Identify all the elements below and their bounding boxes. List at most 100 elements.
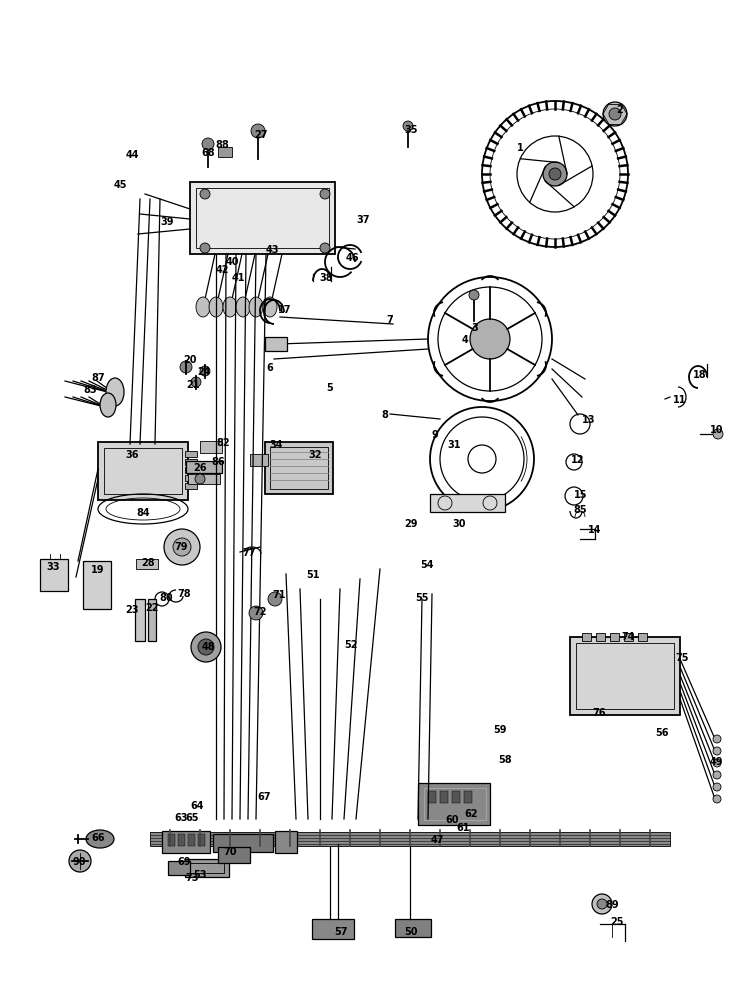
- Bar: [185, 483, 197, 489]
- Bar: [638, 633, 647, 641]
- Text: 5: 5: [326, 383, 333, 392]
- Bar: [135, 599, 145, 641]
- Bar: [430, 495, 505, 513]
- Text: 10: 10: [710, 425, 724, 435]
- Text: 73: 73: [185, 872, 199, 882]
- Ellipse shape: [249, 298, 263, 317]
- Text: 60: 60: [446, 814, 459, 824]
- Text: 37: 37: [356, 215, 370, 225]
- Text: 38: 38: [320, 273, 333, 283]
- Text: 45: 45: [113, 179, 127, 190]
- Ellipse shape: [100, 393, 116, 418]
- Bar: [190, 863, 224, 874]
- Text: 17: 17: [278, 305, 292, 315]
- Text: 2: 2: [616, 105, 623, 115]
- Text: 20: 20: [183, 355, 196, 365]
- Bar: [188, 474, 220, 484]
- Text: 9: 9: [431, 430, 438, 440]
- Text: 25: 25: [610, 916, 624, 926]
- Text: 74: 74: [621, 631, 634, 641]
- Bar: [218, 148, 232, 158]
- Circle shape: [713, 747, 721, 755]
- Text: 76: 76: [592, 707, 606, 717]
- Text: 54: 54: [420, 559, 434, 570]
- Ellipse shape: [106, 379, 124, 406]
- Text: 8: 8: [382, 409, 388, 420]
- Bar: [185, 459, 197, 465]
- Circle shape: [173, 538, 191, 556]
- Text: 19: 19: [92, 564, 105, 575]
- Circle shape: [469, 291, 479, 301]
- Circle shape: [251, 125, 265, 139]
- Circle shape: [320, 244, 330, 253]
- Bar: [185, 452, 197, 458]
- Text: 85: 85: [573, 505, 586, 515]
- Circle shape: [191, 632, 221, 663]
- Text: 27: 27: [254, 130, 268, 140]
- Text: 58: 58: [498, 754, 512, 764]
- Text: 47: 47: [430, 834, 444, 844]
- Text: 32: 32: [308, 450, 322, 459]
- Text: 86: 86: [211, 457, 225, 466]
- Text: 88: 88: [215, 140, 229, 150]
- Circle shape: [200, 244, 210, 253]
- Text: 61: 61: [456, 822, 470, 832]
- Bar: [265, 337, 287, 352]
- Bar: [596, 633, 605, 641]
- Bar: [190, 182, 335, 254]
- Bar: [185, 475, 197, 481]
- Ellipse shape: [209, 298, 223, 317]
- Bar: [576, 643, 674, 709]
- Text: 43: 43: [266, 245, 279, 254]
- Bar: [185, 859, 229, 878]
- Circle shape: [320, 190, 330, 200]
- Ellipse shape: [196, 298, 210, 317]
- Circle shape: [713, 430, 723, 440]
- Bar: [265, 443, 333, 495]
- Text: 36: 36: [125, 450, 139, 459]
- Text: 72: 72: [254, 606, 267, 616]
- Text: 39: 39: [160, 217, 174, 227]
- Bar: [570, 637, 680, 715]
- Text: 67: 67: [257, 791, 271, 802]
- Bar: [464, 791, 472, 804]
- Ellipse shape: [86, 830, 114, 848]
- Circle shape: [713, 736, 721, 743]
- Bar: [312, 919, 354, 939]
- Circle shape: [713, 771, 721, 779]
- Text: 3: 3: [472, 322, 478, 332]
- Text: 23: 23: [125, 604, 139, 614]
- Text: 22: 22: [146, 602, 159, 612]
- Bar: [424, 788, 486, 820]
- Text: 11: 11: [674, 394, 687, 404]
- Text: 41: 41: [231, 273, 244, 283]
- Circle shape: [69, 850, 91, 872]
- Bar: [136, 559, 158, 570]
- Circle shape: [164, 529, 200, 565]
- Text: 42: 42: [215, 264, 229, 275]
- Circle shape: [403, 122, 413, 132]
- Bar: [186, 461, 222, 473]
- Bar: [83, 561, 111, 609]
- Text: 21: 21: [186, 380, 200, 389]
- Text: 63: 63: [174, 812, 188, 822]
- Text: 12: 12: [572, 455, 585, 464]
- Bar: [148, 599, 156, 641]
- Text: 57: 57: [334, 926, 348, 936]
- Circle shape: [713, 795, 721, 804]
- Text: 48: 48: [201, 641, 214, 652]
- Text: 71: 71: [272, 590, 286, 599]
- Bar: [200, 442, 222, 454]
- Ellipse shape: [236, 298, 250, 317]
- Text: 66: 66: [92, 832, 105, 842]
- Text: 55: 55: [416, 593, 429, 602]
- Text: 15: 15: [574, 489, 588, 500]
- Text: 75: 75: [675, 653, 688, 663]
- Text: 28: 28: [141, 557, 154, 567]
- Text: 90: 90: [72, 856, 86, 866]
- Text: 56: 56: [656, 728, 669, 738]
- Circle shape: [180, 362, 192, 374]
- Circle shape: [597, 899, 607, 909]
- Circle shape: [200, 190, 210, 200]
- Text: 44: 44: [125, 150, 139, 160]
